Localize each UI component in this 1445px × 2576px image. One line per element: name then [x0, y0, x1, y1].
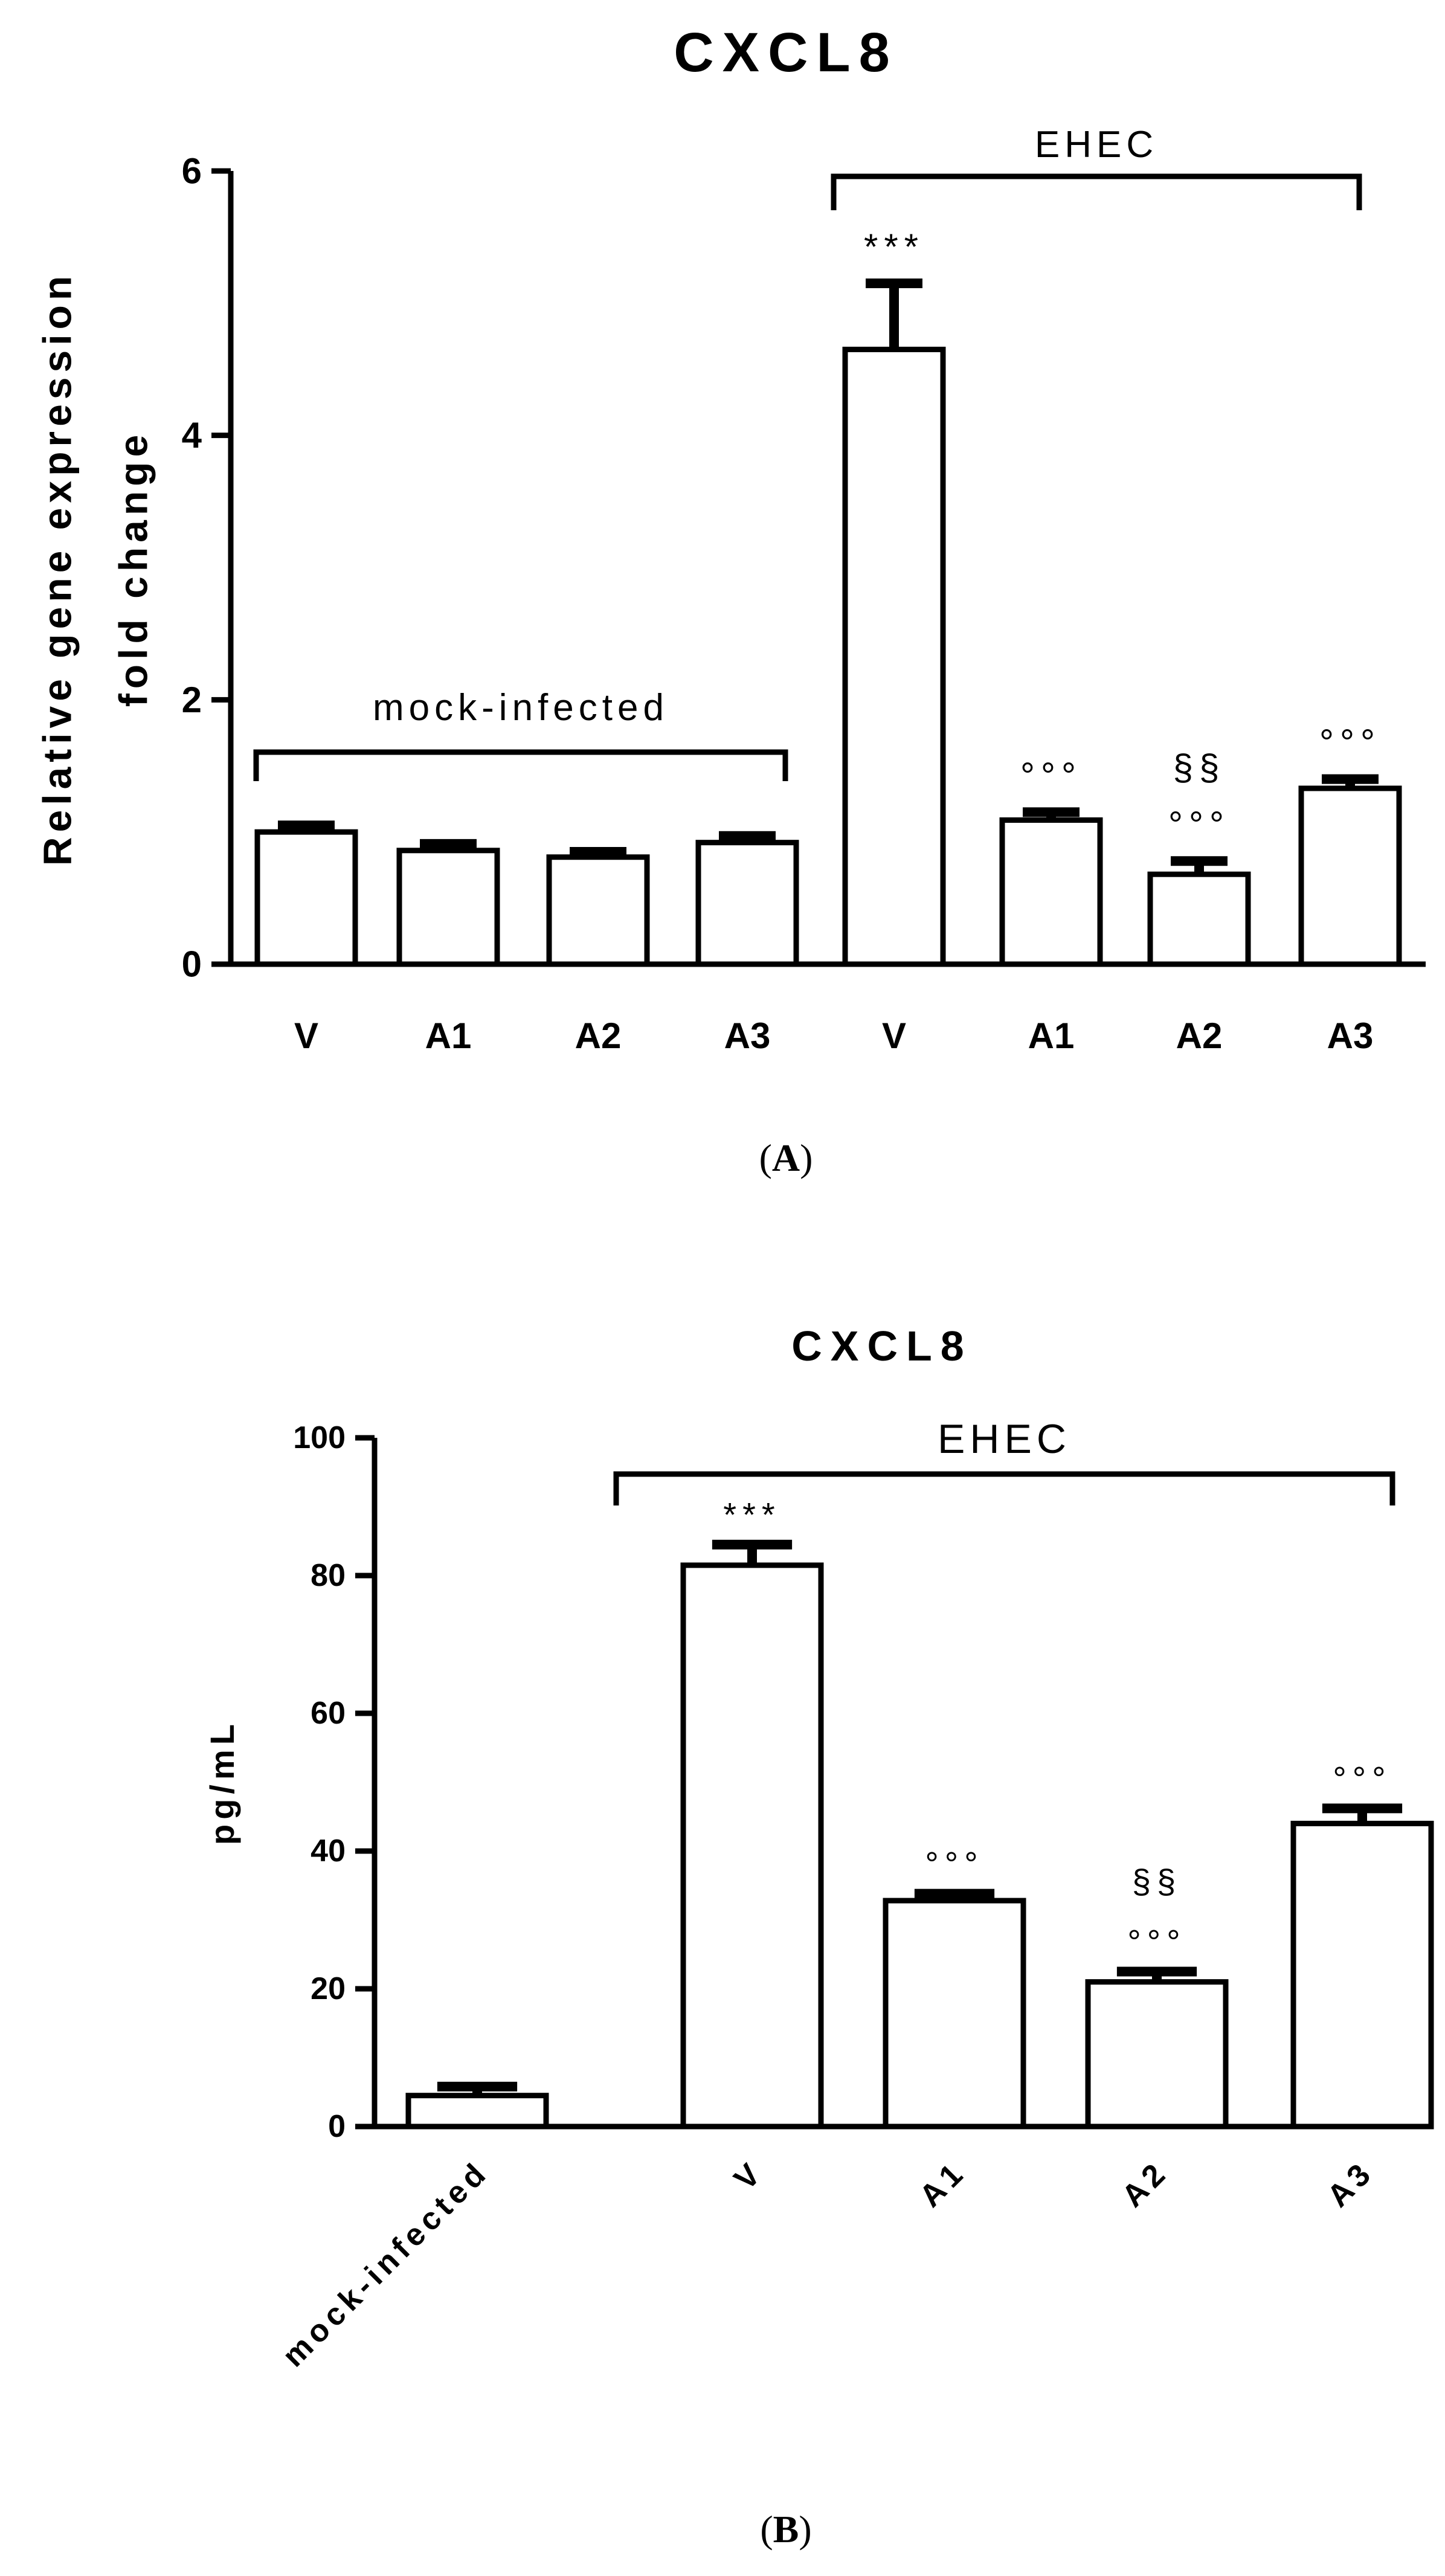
group-bracket — [253, 749, 788, 781]
bar — [396, 848, 500, 967]
y-tick-label: 20 — [311, 1971, 346, 2006]
chart-a: CXCL8 Relative gene expression fold change… — [34, 22, 1426, 1056]
group-bracket — [831, 173, 1362, 210]
x-tick-label: A2 — [1115, 2154, 1175, 2214]
bar — [680, 1562, 824, 2130]
group-bracket — [613, 1471, 1395, 1505]
y-tick-label: 80 — [311, 1558, 346, 1593]
x-tick-label: A2 — [1176, 1016, 1223, 1056]
y-axis-label: fold change — [111, 430, 155, 707]
bar — [254, 829, 358, 967]
significance-label: °°° — [1020, 755, 1082, 796]
y-tick-label: 6 — [182, 151, 202, 192]
x-tick-label: A2 — [575, 1016, 622, 1056]
significance-label: °°° — [1319, 723, 1381, 763]
chart-b: CXCL8 pg/mL 0 20 40 60 80 100 mock-infected V A1 A2… — [203, 1322, 1434, 2374]
y-axis-label: Relative gene expression — [34, 271, 79, 866]
x-tick-label: A1 — [425, 1016, 472, 1056]
bar — [546, 854, 650, 967]
chart-title: CXCL8 — [791, 1322, 972, 1370]
x-tick-label: mock-infected — [276, 2154, 496, 2374]
x-tick-label: V — [727, 2154, 770, 2197]
x-tick-label: A1 — [913, 2154, 973, 2214]
significance-label: *** — [723, 1496, 780, 1534]
y-tick-label: 4 — [182, 415, 202, 456]
significance-label: *** — [864, 227, 924, 267]
bar — [842, 346, 946, 967]
x-tick-label: A3 — [724, 1016, 771, 1056]
group-label: EHEC — [1035, 124, 1158, 166]
x-tick-label: V — [882, 1016, 906, 1056]
significance-label: °°° — [1333, 1759, 1391, 1797]
significance-label: §§ — [1173, 747, 1226, 787]
bar — [695, 840, 799, 967]
y-tick-label: 60 — [311, 1696, 346, 1731]
x-tick-label: A1 — [1028, 1016, 1075, 1056]
significance-label: °°° — [925, 1845, 983, 1883]
group-label: mock-infected — [373, 687, 669, 729]
panel-label-a: (A) — [759, 1136, 813, 1179]
significance-label: §§ — [1132, 1863, 1182, 1901]
y-tick-label: 0 — [328, 2109, 346, 2144]
y-axis-label: pg/mL — [203, 1719, 241, 1845]
group-label: EHEC — [938, 1416, 1071, 1462]
bar — [1147, 871, 1251, 967]
bar — [1298, 785, 1402, 967]
x-tick-label: A3 — [1327, 1016, 1374, 1056]
bar — [883, 1898, 1026, 2130]
significance-label: °°° — [1168, 804, 1230, 845]
significance-label: °°° — [1127, 1923, 1186, 1961]
y-tick-label: 0 — [182, 944, 202, 985]
y-tick-label: 2 — [182, 680, 202, 720]
y-tick-label: 100 — [293, 1420, 346, 1455]
y-tick-label: 40 — [311, 1834, 346, 1869]
bar — [1290, 1820, 1434, 2130]
panel-label-b: (B) — [760, 2508, 811, 2551]
x-tick-label: A3 — [1321, 2154, 1380, 2214]
x-tick-label: V — [294, 1016, 318, 1056]
bar — [1085, 1979, 1229, 2130]
chart-title: CXCL8 — [674, 22, 898, 83]
bar — [405, 2093, 549, 2130]
bar — [999, 817, 1103, 967]
